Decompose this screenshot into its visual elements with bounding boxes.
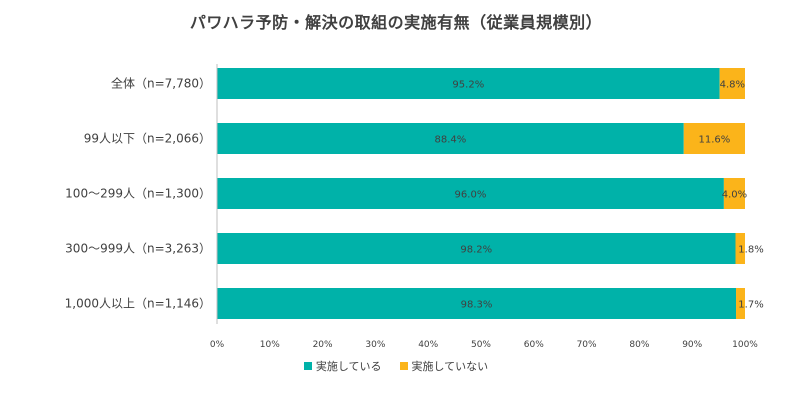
legend-label-not-implemented: 実施していない: [411, 360, 489, 373]
data-label: 4.8%: [720, 80, 745, 91]
x-tick-label: 50%: [471, 340, 491, 350]
bar-implemented: [217, 288, 737, 319]
legend-item-not-implemented: 実施していない: [399, 358, 489, 374]
x-tick-label: 40%: [418, 340, 438, 350]
category-label: 99人以下（n=2,066）: [84, 132, 211, 146]
category-label: 全体（n=7,780）: [111, 76, 211, 91]
legend-item-implemented: 実施している: [303, 358, 382, 374]
chart-title: パワハラ予防・解決の取組の実施有無（従業員規模別）: [189, 13, 603, 32]
x-tick-label: 20%: [313, 340, 333, 350]
data-label: 11.6%: [698, 135, 730, 146]
category-label: 1,000人以上（n=1,146）: [65, 297, 211, 311]
x-tick-label: 60%: [524, 340, 544, 350]
x-tick-label: 30%: [365, 340, 385, 350]
data-label: 1.7%: [738, 300, 763, 311]
bar-implemented: [217, 68, 720, 99]
data-label: 1.8%: [738, 245, 763, 256]
x-tick-label: 80%: [629, 340, 649, 350]
bar-not-implemented: [683, 123, 745, 154]
category-label: 100〜299人（n=1,300）: [65, 187, 211, 201]
bar-not-implemented: [723, 178, 745, 209]
legend-swatch-not-implemented: [399, 362, 408, 370]
x-tick-label: 10%: [260, 340, 280, 350]
x-tick-label: 0%: [210, 340, 225, 350]
legend-label-implemented: 実施している: [315, 360, 382, 373]
bar-implemented: [217, 123, 684, 154]
bar-implemented: [217, 233, 736, 264]
bar-not-implemented: [719, 68, 745, 99]
x-tick-label: 70%: [577, 340, 597, 350]
legend: 実施している 実施していない: [0, 358, 792, 374]
data-label: 98.3%: [461, 300, 493, 311]
data-label: 95.2%: [452, 80, 484, 91]
bar-implemented: [217, 178, 724, 209]
data-label: 98.2%: [460, 245, 492, 256]
x-tick-label: 90%: [682, 340, 702, 350]
category-label: 300〜999人（n=3,263）: [65, 242, 211, 256]
bar-not-implemented: [735, 233, 745, 264]
x-tick-label: 100%: [732, 340, 758, 350]
data-label: 4.0%: [722, 190, 747, 201]
legend-swatch-implemented: [303, 362, 312, 370]
data-label: 88.4%: [434, 135, 466, 146]
bar-not-implemented: [736, 288, 745, 319]
data-label: 96.0%: [455, 190, 487, 201]
